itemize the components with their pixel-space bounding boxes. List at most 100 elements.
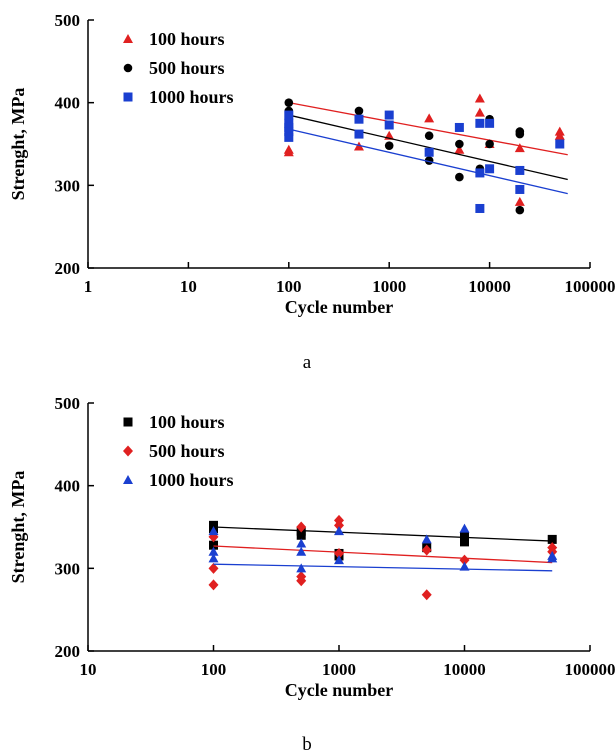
data-point-100-hours [474, 93, 485, 103]
x-axis-title: Cycle number [285, 680, 393, 700]
data-point-1000-hours [384, 110, 394, 120]
data-point-1000-hours [475, 168, 485, 178]
legend-marker-1000-hours [123, 92, 133, 102]
trendline-1000-hours [213, 563, 553, 572]
data-point-1000-hours [424, 147, 434, 157]
legend-label-100-hours: 100 hours [149, 29, 225, 49]
data-point-1000-hours [296, 563, 307, 573]
data-point-1000-hours [384, 120, 394, 130]
data-point-100-hours [460, 532, 469, 542]
data-point-100-hours [283, 144, 294, 154]
y-tick-label: 500 [55, 11, 81, 30]
data-point-100-hours [514, 143, 525, 153]
data-point-100-hours [554, 130, 565, 140]
data-point-1000-hours [547, 553, 558, 563]
data-point-1000-hours [208, 553, 219, 563]
data-point-1000-hours [485, 118, 495, 128]
data-point-1000-hours [296, 538, 307, 548]
data-point-1000-hours [485, 164, 495, 174]
data-point-1000-hours [208, 526, 219, 536]
data-point-1000-hours [475, 203, 485, 213]
data-point-1000-hours [555, 139, 565, 149]
y-tick-label: 400 [55, 477, 81, 496]
data-point-500-hours [354, 106, 364, 116]
data-point-1000-hours [459, 523, 470, 533]
legend-marker-1000-hours [123, 475, 133, 484]
data-point-1000-hours [284, 127, 294, 137]
panel-label-b: b [302, 734, 312, 754]
data-point-1000-hours [284, 110, 294, 120]
x-tick-label: 10000 [468, 277, 511, 296]
data-point-1000-hours [515, 165, 525, 175]
legend-marker-100-hours [123, 34, 133, 43]
x-tick-label: 10000 [443, 660, 486, 679]
data-point-1000-hours [334, 555, 344, 565]
y-axis-title: Strenght, MPa [8, 471, 28, 584]
legend-marker-500-hours [123, 63, 133, 73]
data-point-100-hours [474, 107, 485, 117]
trendline-1000-hours [288, 128, 568, 195]
legend-marker-500-hours [123, 445, 133, 457]
data-point-1000-hours [515, 184, 525, 194]
data-point-500-hours [208, 579, 219, 591]
data-point-500-hours [515, 205, 525, 215]
data-point-500-hours [421, 589, 432, 601]
x-tick-label: 100 [201, 660, 227, 679]
data-point-500-hours [334, 519, 344, 531]
chart-panel-b: 200 300 400 500 10 100 1000 10000 100000 Cycle nu… [8, 394, 615, 754]
data-point-1000-hours [459, 561, 470, 571]
x-tick-label: 100000 [565, 660, 615, 679]
data-point-100-hours [454, 144, 465, 154]
y-tick-label: 200 [55, 642, 81, 661]
data-point-100-hours [296, 530, 306, 540]
data-point-500-hours [296, 575, 307, 587]
data-point-500-hours [424, 131, 434, 141]
data-point-100-hours [460, 537, 469, 547]
legend-label-1000-hours: 1000 hours [149, 87, 234, 107]
data-point-100-hours [514, 196, 525, 206]
trendline-500-hours [213, 545, 553, 564]
data-point-100-hours [424, 113, 435, 123]
data-point-500-hours [455, 139, 464, 149]
legend-label-500-hours: 500 hours [149, 441, 225, 461]
x-tick-label: 1000 [372, 277, 406, 296]
data-point-1000-hours [296, 546, 307, 556]
panel-label-a: a [303, 352, 312, 373]
y-tick-label: 400 [55, 94, 81, 113]
y-tick-label: 500 [55, 394, 81, 413]
x-tick-label: 1 [84, 277, 93, 296]
data-point-100-hours [209, 540, 218, 550]
data-point-500-hours [421, 544, 432, 556]
x-tick-label: 10 [180, 277, 197, 296]
legend-label-1000-hours: 1000 hours [149, 470, 234, 490]
data-point-500-hours [515, 127, 525, 136]
trendline-100-hours [213, 526, 553, 542]
x-axis-title: Cycle number [285, 297, 393, 317]
data-point-100-hours [547, 534, 557, 544]
legend-label-100-hours: 100 hours [149, 412, 225, 432]
x-tick-label: 100000 [565, 277, 615, 296]
data-point-500-hours [459, 554, 470, 566]
data-point-1000-hours [454, 122, 464, 132]
y-axis-title: Strenght, MPa [8, 88, 28, 201]
legend-marker-100-hours [123, 417, 133, 427]
y-tick-label: 300 [55, 176, 81, 195]
y-tick-label: 300 [55, 559, 81, 578]
y-tick-label: 200 [55, 259, 81, 278]
data-point-500-hours [485, 139, 494, 149]
data-point-500-hours [334, 547, 344, 559]
data-point-1000-hours [284, 132, 294, 142]
x-tick-label: 1000 [322, 660, 356, 679]
legend-label-500-hours: 500 hours [149, 58, 225, 78]
data-point-1000-hours [354, 114, 364, 124]
data-point-1000-hours [475, 118, 485, 128]
data-point-500-hours [455, 172, 464, 182]
data-point-500-hours [384, 141, 394, 150]
x-tick-label: 100 [276, 277, 302, 296]
data-point-1000-hours [421, 534, 432, 544]
data-point-500-hours [296, 521, 307, 533]
chart-panel-a: 200 300 400 500 1 10 100 1000 10000 100000 Cycle n… [8, 11, 615, 373]
x-tick-label: 10 [80, 660, 97, 679]
data-point-500-hours [208, 562, 219, 574]
